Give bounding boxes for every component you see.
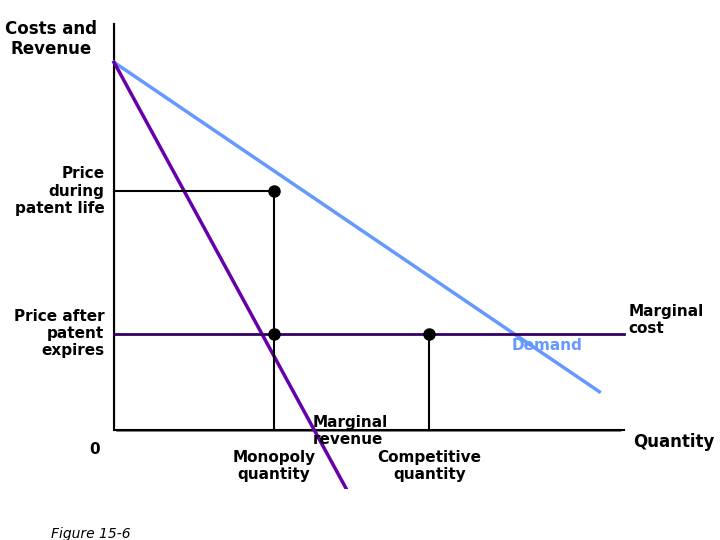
Text: Monopoly
quantity: Monopoly quantity [233, 450, 316, 482]
Text: Costs and
Revenue: Costs and Revenue [5, 19, 97, 58]
Text: Competitive
quantity: Competitive quantity [377, 450, 482, 482]
Text: Price after
patent
expires: Price after patent expires [14, 309, 104, 359]
Text: Demand: Demand [512, 338, 583, 353]
Text: Marginal
revenue: Marginal revenue [313, 415, 388, 447]
Text: Price
during
patent life: Price during patent life [14, 166, 104, 216]
Text: Quantity: Quantity [634, 433, 715, 451]
Text: Marginal
cost: Marginal cost [629, 304, 703, 336]
Text: 0: 0 [89, 442, 99, 457]
Text: Figure 15-6: Figure 15-6 [51, 528, 130, 540]
